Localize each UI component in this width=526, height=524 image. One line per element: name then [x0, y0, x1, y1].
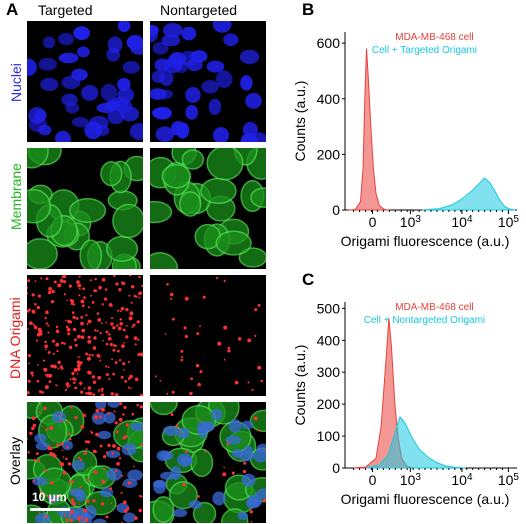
x-tick-label: 104 — [451, 214, 473, 231]
y-axis-label: Counts (a.u.) — [292, 81, 308, 162]
panel-letter-c: C — [302, 270, 315, 289]
y-tick-label: 200 — [317, 146, 341, 162]
x-axis-label: Origami fluorescence (a.u.) — [341, 233, 510, 249]
x-tick-label: 105 — [498, 214, 520, 231]
scale-bar-label: 10 μm — [32, 490, 67, 504]
x-tick-label: 103 — [400, 472, 422, 489]
series-area-0 — [348, 48, 390, 211]
micrograph-membrane-targeted — [27, 148, 143, 269]
legend-entry-0: MDA-MB-468 cell — [395, 302, 473, 313]
y-tick-label: 0 — [332, 460, 340, 476]
micrograph-nuclei-nontargeted — [150, 21, 266, 142]
column-header-targeted: Targeted — [38, 2, 93, 18]
scale-bar — [30, 508, 70, 511]
x-tick-label: 103 — [400, 214, 422, 231]
legend-entry-1: Cell + Nontargeted Origami — [364, 315, 485, 326]
panel-letter-b: B — [302, 0, 315, 19]
y-tick-label: 400 — [317, 91, 341, 107]
y-tick-label: 400 — [317, 332, 341, 348]
y-tick-label: 600 — [317, 35, 341, 51]
y-tick-label: 200 — [317, 396, 341, 412]
micrograph-membrane-nontargeted — [150, 148, 266, 269]
series-area-1 — [422, 177, 516, 211]
x-tick-label: 105 — [498, 472, 520, 489]
legend-entry-0: MDA-MB-468 cell — [395, 32, 473, 43]
chart-b: 0 200 400 600 MDA-MB-468 cell Cell + Targeted… — [292, 32, 519, 249]
micrograph-origami-nontargeted — [150, 275, 266, 396]
legend-entry-1: Cell + Targeted Origami — [372, 45, 477, 56]
y-tick-label: 100 — [317, 428, 341, 444]
y-tick-label: 300 — [317, 364, 341, 380]
y-axis-label: Counts (a.u.) — [292, 345, 308, 426]
micrograph-nuclei-targeted — [27, 21, 143, 142]
x-tick-label: 104 — [451, 472, 473, 489]
panel-letter-a: A — [6, 0, 19, 19]
y-tick-label: 0 — [332, 202, 340, 218]
series-area-1 — [365, 415, 466, 469]
y-tick-label: 500 — [317, 300, 341, 316]
chart-c: 0 100 200 300 400 500 MDA-MB-468 cell Cell + No… — [292, 300, 519, 507]
column-header-nontargeted: Nontargeted — [160, 2, 238, 18]
micrograph-origami-targeted — [27, 275, 143, 396]
micrograph-overlay-targeted — [27, 402, 143, 523]
x-tick-label: 0 — [369, 472, 377, 488]
micrograph-overlay-nontargeted — [150, 402, 266, 523]
x-tick-label: 0 — [369, 214, 377, 230]
x-axis-label: Origami fluorescence (a.u.) — [341, 491, 510, 507]
